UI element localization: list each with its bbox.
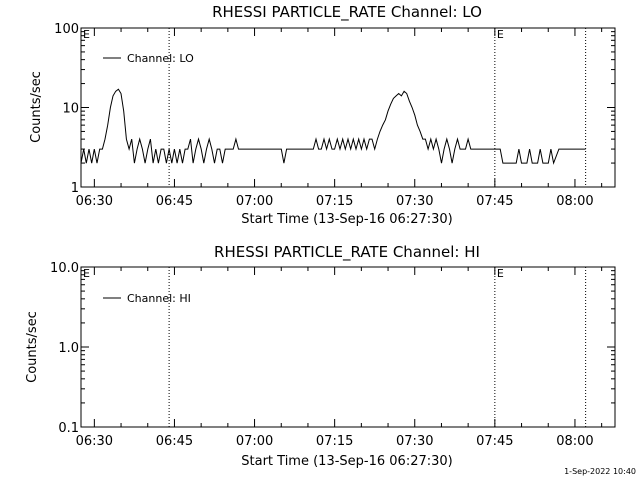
y-axis-label: Counts/sec: [29, 71, 44, 143]
x-tick-label: 07:15: [316, 194, 353, 209]
x-tick-label: 08:00: [556, 434, 593, 449]
x-tick-label: 07:45: [476, 194, 513, 209]
panel-hi: RHESSI PARTICLE_RATE Channel: HI Counts/…: [25, 243, 616, 469]
x-axis-label: Start Time (13-Sep-16 06:27:30): [241, 454, 452, 469]
x-tick-label: 07:30: [396, 434, 433, 449]
y-tick-label: 0.1: [58, 421, 79, 436]
x-tick-label: 07:15: [316, 434, 353, 449]
x-tick-label: 08:00: [556, 194, 593, 209]
event-marker-label: E: [497, 267, 504, 280]
chart-title: RHESSI PARTICLE_RATE Channel: LO: [212, 3, 482, 22]
y-tick-label: 10: [62, 102, 79, 117]
y-tick-label: 100: [54, 22, 79, 37]
legend-label: Channel: LO: [127, 52, 194, 65]
x-axis-label: Start Time (13-Sep-16 06:27:30): [241, 212, 452, 227]
y-axis-label: Counts/sec: [25, 311, 40, 383]
event-marker-label: E: [497, 28, 504, 41]
x-tick-label: 07:45: [476, 434, 513, 449]
x-tick-label: 06:45: [156, 194, 193, 209]
event-marker-label: E: [83, 267, 90, 280]
x-tick-label: 07:30: [396, 194, 433, 209]
plot-frame: [80, 266, 616, 428]
legend-label: Channel: HI: [127, 292, 191, 305]
event-marker-label: E: [83, 28, 90, 41]
footer-timestamp: 1-Sep-2022 10:40: [564, 467, 636, 476]
x-tick-label: 07:00: [236, 194, 273, 209]
y-tick-label: 1: [71, 181, 79, 196]
y-tick-label: 1.0: [58, 341, 79, 356]
x-tick-label: 06:30: [76, 194, 113, 209]
panel-lo: RHESSI PARTICLE_RATE Channel: LO Counts/…: [29, 3, 616, 227]
x-tick-label: 06:30: [76, 434, 113, 449]
series-line: [80, 88, 586, 165]
x-tick-label: 07:00: [236, 434, 273, 449]
y-tick-label: 10.0: [50, 261, 79, 276]
x-tick-label: 06:45: [156, 434, 193, 449]
chart-title: RHESSI PARTICLE_RATE Channel: HI: [214, 243, 480, 262]
